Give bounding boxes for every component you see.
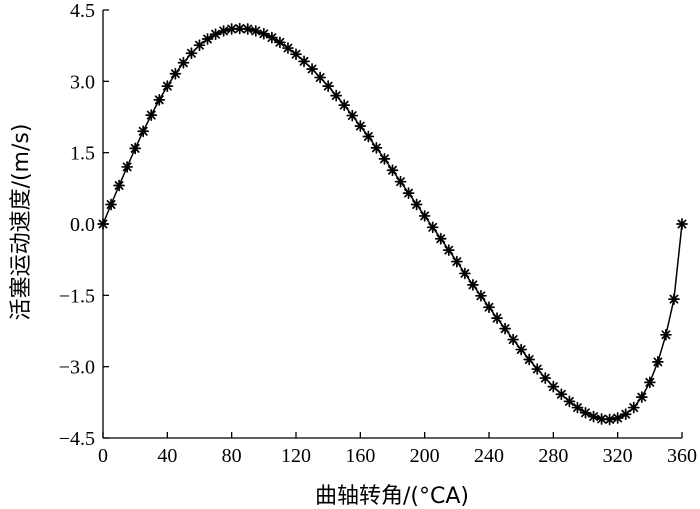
data-point-marker (652, 356, 664, 368)
data-point-marker (635, 391, 648, 403)
data-point-marker (193, 39, 206, 52)
x-tick-label: 280 (538, 445, 568, 467)
data-point-marker (378, 152, 391, 165)
plot-area (102, 10, 682, 439)
data-point-marker (362, 130, 375, 143)
x-tick-label: 320 (603, 445, 633, 467)
data-point-marker (266, 31, 278, 44)
data-point-marker (153, 94, 166, 106)
data-point-marker (105, 198, 117, 211)
y-tick-label: −4.5 (59, 428, 95, 450)
data-point-marker (418, 210, 431, 222)
data-point-marker (338, 99, 351, 111)
data-point-marker (314, 71, 326, 84)
x-tick-label: 120 (281, 445, 311, 467)
y-tick-label: 3.0 (70, 71, 95, 93)
x-tick-label: 240 (474, 445, 504, 467)
data-point-marker (475, 289, 487, 302)
data-point-marker (595, 413, 608, 425)
y-axis-title: 活塞运动速度/(m/s) (9, 124, 34, 321)
data-point-marker (587, 410, 600, 423)
data-point-marker (467, 279, 479, 291)
y-tick-label: 1.5 (70, 143, 95, 165)
data-point-marker (169, 67, 182, 80)
data-point-marker (274, 36, 286, 49)
data-point-marker (442, 244, 455, 257)
data-point-marker (507, 333, 519, 346)
series-line (102, 27, 683, 421)
data-point-marker (619, 408, 632, 421)
data-point-marker (394, 175, 407, 188)
data-point-marker (257, 27, 270, 40)
data-point-marker (563, 395, 576, 408)
data-point-marker (209, 28, 222, 41)
data-point-marker (298, 55, 310, 68)
data-point-marker (97, 218, 109, 230)
data-point-marker (627, 401, 640, 414)
data-point-marker (346, 109, 359, 122)
data-point-marker (145, 109, 158, 121)
data-point-marker (676, 218, 688, 230)
data-point-marker (322, 80, 335, 92)
data-point-marker (137, 125, 150, 138)
data-point-marker (531, 363, 544, 375)
x-axis-ticks: 0 40 80 120 160 200 240 280 320 360 (98, 432, 697, 467)
data-point-marker (282, 42, 294, 54)
data-point-marker (611, 412, 624, 424)
data-point-marker (515, 343, 528, 356)
data-point-marker (306, 63, 318, 75)
data-point-marker (434, 232, 447, 245)
data-point-marker (459, 267, 471, 280)
data-point-marker (410, 198, 423, 211)
data-point-marker (668, 293, 680, 305)
data-point-marker (499, 322, 511, 335)
data-point-marker (402, 187, 415, 199)
data-point-marker (161, 80, 174, 92)
y-tick-label: −1.5 (59, 285, 95, 307)
x-tick-label: 160 (345, 445, 375, 467)
data-point-marker (483, 301, 495, 314)
data-point-marker (539, 372, 552, 384)
x-axis-title: 曲轴转角/(°CA) (315, 484, 469, 509)
data-point-marker (579, 406, 592, 419)
data-point-marker (185, 47, 198, 60)
data-point-marker (660, 328, 672, 341)
y-tick-label: −3.0 (59, 357, 95, 379)
data-point-marker (523, 353, 536, 366)
data-point-marker (426, 221, 439, 234)
data-point-marker (121, 161, 133, 173)
data-point-marker (113, 179, 125, 192)
series-group (97, 22, 688, 426)
data-point-marker (177, 56, 190, 69)
data-point-marker (643, 376, 656, 389)
data-point-marker (547, 380, 560, 393)
data-point-marker (555, 388, 568, 401)
data-point-marker (354, 120, 367, 132)
y-tick-label: 0.0 (70, 214, 95, 236)
data-point-marker (241, 23, 254, 35)
x-tick-label: 80 (222, 445, 242, 467)
data-point-marker (201, 33, 214, 45)
data-point-marker (217, 25, 230, 37)
data-point-marker (450, 255, 463, 268)
data-point-marker (290, 48, 302, 61)
data-point-marker (491, 312, 503, 325)
x-tick-label: 0 (98, 445, 108, 467)
y-tick-label: 4.5 (70, 0, 95, 22)
y-axis-ticks: 4.5 3.0 1.5 0.0 −1.5 −3.0 −4.5 (59, 0, 109, 450)
data-point-marker (129, 142, 142, 155)
data-point-marker (330, 89, 343, 102)
data-point-marker (603, 413, 616, 426)
x-tick-label: 40 (157, 445, 177, 467)
data-point-marker (571, 401, 584, 414)
data-point-marker (233, 22, 246, 35)
data-point-marker (370, 142, 383, 154)
data-point-marker (386, 164, 399, 177)
x-tick-label: 360 (667, 445, 697, 467)
x-tick-label: 200 (410, 445, 440, 467)
